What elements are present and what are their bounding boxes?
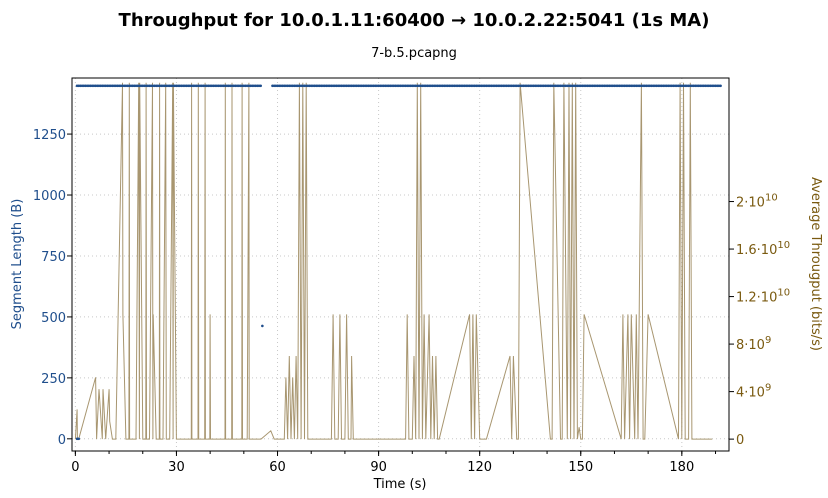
y-right-tick-label: 0 [736, 433, 744, 448]
x-tick-label: 30 [168, 460, 185, 475]
segment-point [719, 84, 722, 88]
y-right-tick-label: 8·109 [736, 335, 771, 353]
x-tick-label: 60 [269, 460, 286, 475]
y-right-tick-label: 1.6·1010 [736, 240, 790, 258]
y-left-tick-label: 0 [58, 433, 66, 448]
y-right-tick-label: 2·1010 [736, 193, 778, 211]
y-right-tick-label: 1.2·1010 [736, 288, 790, 306]
chart-subtitle: 7-b.5.pcapng [371, 46, 457, 61]
plot-frame [71, 77, 730, 452]
y-left-tick-label: 250 [41, 372, 66, 387]
x-tick-label: 150 [568, 460, 593, 475]
y-left-tick-label: 750 [41, 250, 66, 265]
chart-title: Throughput for 10.0.1.11:60400 → 10.0.2.… [119, 10, 710, 31]
segment-point [259, 84, 262, 88]
axis-ticks: 0 30 60 90 120 150 180 0 250 500 750 1000 1250 0 4·109… [33, 128, 790, 475]
throughput-line [74, 82, 713, 440]
y-left-axis-label: Segment Length (B) [10, 199, 25, 330]
segment-point [77, 437, 81, 441]
y-right-tick-label: 4·109 [736, 383, 771, 401]
segment-point [261, 324, 264, 328]
x-tick-label: 90 [370, 460, 387, 475]
y-left-tick-label: 1250 [33, 128, 66, 143]
x-axis-label: Time (s) [373, 477, 427, 492]
x-tick-label: 0 [71, 460, 79, 475]
y-left-tick-label: 500 [41, 311, 66, 326]
segment-length-series [75, 84, 722, 441]
x-tick-label: 180 [669, 460, 694, 475]
y-right-axis-label: Average Througput (bits/s) [808, 177, 823, 351]
throughput-series [74, 82, 713, 440]
x-tick-label: 120 [467, 460, 492, 475]
y-left-tick-label: 1000 [33, 189, 66, 204]
